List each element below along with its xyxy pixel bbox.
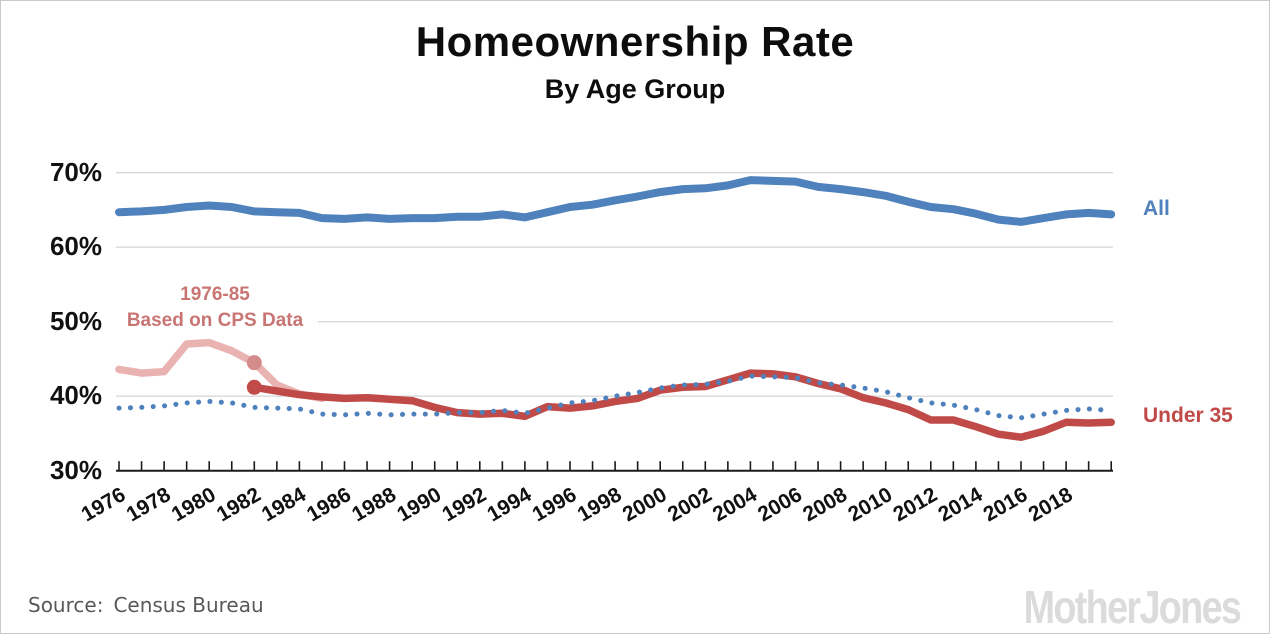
x-tick-label: 2014 <box>934 483 986 526</box>
series-line-dotted_unlabeled <box>116 373 1114 421</box>
series-markers <box>246 355 262 395</box>
x-axis-labels: 1976197819801982198419861988199019921994… <box>78 483 1077 526</box>
x-tick-label: 1998 <box>574 483 626 526</box>
marker-dot <box>246 379 262 395</box>
x-tick-label: 2006 <box>754 483 806 526</box>
motherjones-logo: MotherJones <box>1023 581 1241 633</box>
marker-dot <box>246 355 262 371</box>
x-tick-label: 1994 <box>483 483 535 526</box>
y-tick-label: 60% <box>49 231 102 262</box>
chart-subtitle: By Age Group <box>544 74 726 104</box>
x-tick-label: 1978 <box>123 483 175 526</box>
y-tick-label: 30% <box>49 454 102 485</box>
x-tick-label: 1996 <box>529 483 581 526</box>
x-tick-label: 2008 <box>799 483 851 526</box>
x-tick-label: 2002 <box>664 483 716 526</box>
y-tick-label: 50% <box>49 305 102 336</box>
x-tick-label: 1990 <box>393 483 445 526</box>
chart-title: Homeownership Rate <box>415 18 855 65</box>
x-tick-label: 1980 <box>168 483 220 526</box>
x-tick-label: 2016 <box>980 483 1032 526</box>
x-tick-label: 2010 <box>844 483 896 526</box>
series-line-under35 <box>250 369 1115 441</box>
x-tick-label: 1976 <box>78 483 130 526</box>
y-tick-label: 70% <box>49 156 102 187</box>
source-label: Source: <box>28 593 104 617</box>
x-tick-label: 1984 <box>258 483 310 526</box>
x-tick-label: 1982 <box>213 483 265 526</box>
source-note: Source: Census Bureau <box>28 593 264 617</box>
x-tick-label: 2004 <box>709 483 761 526</box>
x-axis <box>116 461 1113 472</box>
cps-annotation-line2: Based on CPS Data <box>126 310 304 331</box>
cps-annotation-line1: 1976-85 <box>180 284 250 305</box>
cps-annotation: 1976-85 Based on CPS Data <box>112 282 318 334</box>
y-tick-label: 40% <box>49 380 102 411</box>
x-tick-label: 1988 <box>348 483 400 526</box>
x-tick-label: 2000 <box>619 483 671 526</box>
series-line-all <box>115 176 1116 226</box>
x-tick-label: 2012 <box>889 483 941 526</box>
x-tick-label: 2018 <box>1025 483 1077 526</box>
x-tick-label: 1986 <box>303 483 355 526</box>
source-value: Census Bureau <box>113 593 264 617</box>
series-label-all: All <box>1143 197 1170 220</box>
series-label-under35: Under 35 <box>1143 404 1233 427</box>
x-tick-label: 1992 <box>438 483 490 526</box>
